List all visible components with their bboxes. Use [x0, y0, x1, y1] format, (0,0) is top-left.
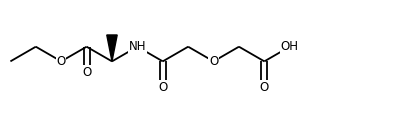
Text: O: O [82, 66, 91, 79]
Text: O: O [259, 81, 268, 94]
Text: NH: NH [128, 40, 146, 53]
Polygon shape [107, 35, 117, 61]
Text: O: O [57, 55, 66, 68]
Text: OH: OH [280, 40, 298, 53]
Text: O: O [158, 81, 167, 94]
Text: O: O [209, 55, 218, 68]
